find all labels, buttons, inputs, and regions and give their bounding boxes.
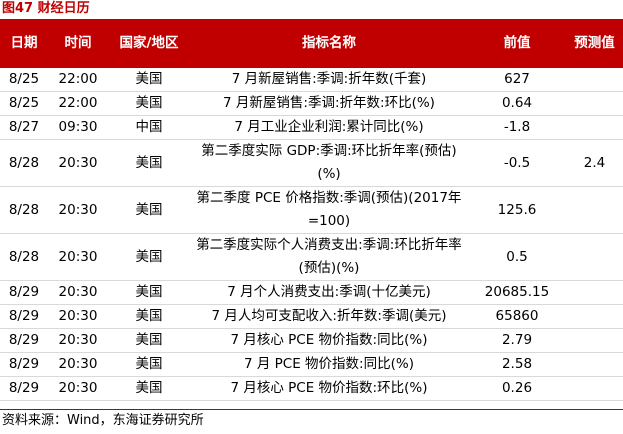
cell-previous: 0.26 [468, 376, 566, 401]
cell-date: 8/29 [0, 328, 48, 353]
cell-forecast [566, 352, 623, 377]
cell-indicator: 7 月工业企业利润:累计同比(%) [190, 115, 468, 140]
source-divider [0, 409, 623, 410]
table-row: 8/25 22:00 美国 7 月新屋销售:季调:折年数:环比(%) 0.64 [0, 91, 623, 116]
table-row: 8/25 22:00 美国 7 月新屋销售:季调:折年数(千套) 627 [0, 68, 623, 92]
cell-indicator: 7 月核心 PCE 物价指数:同比(%) [190, 328, 468, 353]
cell-forecast [566, 304, 623, 329]
cell-region: 美国 [108, 139, 190, 187]
cell-previous: 0.5 [468, 233, 566, 281]
table-row: 8/29 20:30 美国 7 月个人消费支出:季调(十亿美元) 20685.1… [0, 280, 623, 305]
table-row: 8/29 20:30 美国 7 月 PCE 物价指数:同比(%) 2.58 [0, 352, 623, 377]
cell-date: 8/25 [0, 91, 48, 116]
cell-previous: 2.58 [468, 352, 566, 377]
cell-region: 美国 [108, 280, 190, 305]
table-row: 8/29 20:30 美国 7 月核心 PCE 物价指数:同比(%) 2.79 [0, 328, 623, 353]
cell-previous: -0.5 [468, 139, 566, 187]
cell-previous: -1.8 [468, 115, 566, 140]
cell-previous: 65860 [468, 304, 566, 329]
cell-date: 8/27 [0, 115, 48, 140]
cell-date: 8/29 [0, 376, 48, 401]
cell-forecast [566, 328, 623, 353]
header-time: 时间 [48, 19, 108, 68]
cell-previous: 627 [468, 68, 566, 92]
cell-forecast [566, 186, 623, 234]
table-row: 8/29 20:30 美国 7 月核心 PCE 物价指数:环比(%) 0.26 [0, 376, 623, 401]
cell-region: 美国 [108, 328, 190, 353]
cell-date: 8/25 [0, 68, 48, 92]
calendar-table: 日期 时间 国家/地区 指标名称 前值 预测值 8/25 22:00 美国 7 … [0, 19, 623, 401]
cell-time: 20:30 [48, 304, 108, 329]
cell-time: 09:30 [48, 115, 108, 140]
cell-indicator: 第二季度实际 GDP:季调:环比折年率(预估)(%) [190, 139, 468, 187]
cell-time: 20:30 [48, 233, 108, 281]
cell-indicator: 7 月新屋销售:季调:折年数(千套) [190, 68, 468, 92]
cell-indicator: 第二季度实际个人消费支出:季调:环比折年率(预估)(%) [190, 233, 468, 281]
table-row: 8/28 20:30 美国 第二季度 PCE 价格指数:季调(预估)(2017年… [0, 186, 623, 234]
source-note: 资料来源：Wind，东海证券研究所 [2, 413, 204, 428]
cell-time: 22:00 [48, 91, 108, 116]
cell-time: 22:00 [48, 68, 108, 92]
cell-date: 8/29 [0, 280, 48, 305]
cell-region: 中国 [108, 115, 190, 140]
table-row: 8/27 09:30 中国 7 月工业企业利润:累计同比(%) -1.8 [0, 115, 623, 140]
cell-previous: 0.64 [468, 91, 566, 116]
cell-time: 20:30 [48, 376, 108, 401]
table-row: 8/28 20:30 美国 第二季度实际 GDP:季调:环比折年率(预估)(%)… [0, 139, 623, 187]
cell-forecast [566, 91, 623, 116]
cell-forecast [566, 233, 623, 281]
cell-date: 8/28 [0, 233, 48, 281]
cell-forecast [566, 68, 623, 92]
cell-forecast [566, 376, 623, 401]
table-header-row: 日期 时间 国家/地区 指标名称 前值 预测值 [0, 19, 623, 68]
cell-indicator: 7 月 PCE 物价指数:同比(%) [190, 352, 468, 377]
cell-time: 20:30 [48, 139, 108, 187]
cell-forecast [566, 280, 623, 305]
cell-time: 20:30 [48, 186, 108, 234]
table-row: 8/28 20:30 美国 第二季度实际个人消费支出:季调:环比折年率(预估)(… [0, 233, 623, 281]
cell-region: 美国 [108, 68, 190, 92]
cell-forecast [566, 115, 623, 140]
table-row: 8/29 20:30 美国 7 月人均可支配收入:折年数:季调(美元) 6586… [0, 304, 623, 329]
cell-date: 8/29 [0, 352, 48, 377]
cell-indicator: 7 月新屋销售:季调:折年数:环比(%) [190, 91, 468, 116]
cell-previous: 125.6 [468, 186, 566, 234]
cell-date: 8/28 [0, 139, 48, 187]
cell-region: 美国 [108, 233, 190, 281]
cell-forecast: 2.4 [566, 139, 623, 187]
cell-date: 8/28 [0, 186, 48, 234]
header-region: 国家/地区 [108, 19, 190, 68]
cell-region: 美国 [108, 376, 190, 401]
figure-title: 图47 财经日历 [2, 1, 90, 16]
cell-indicator: 第二季度 PCE 价格指数:季调(预估)(2017年=100) [190, 186, 468, 234]
cell-time: 20:30 [48, 280, 108, 305]
cell-time: 20:30 [48, 352, 108, 377]
cell-previous: 2.79 [468, 328, 566, 353]
cell-region: 美国 [108, 304, 190, 329]
cell-indicator: 7 月个人消费支出:季调(十亿美元) [190, 280, 468, 305]
cell-region: 美国 [108, 186, 190, 234]
cell-previous: 20685.15 [468, 280, 566, 305]
header-date: 日期 [0, 19, 48, 68]
header-indicator: 指标名称 [190, 19, 468, 68]
cell-region: 美国 [108, 91, 190, 116]
cell-indicator: 7 月核心 PCE 物价指数:环比(%) [190, 376, 468, 401]
cell-time: 20:30 [48, 328, 108, 353]
cell-date: 8/29 [0, 304, 48, 329]
cell-indicator: 7 月人均可支配收入:折年数:季调(美元) [190, 304, 468, 329]
header-previous: 前值 [468, 19, 566, 68]
cell-region: 美国 [108, 352, 190, 377]
header-forecast: 预测值 [566, 19, 623, 68]
